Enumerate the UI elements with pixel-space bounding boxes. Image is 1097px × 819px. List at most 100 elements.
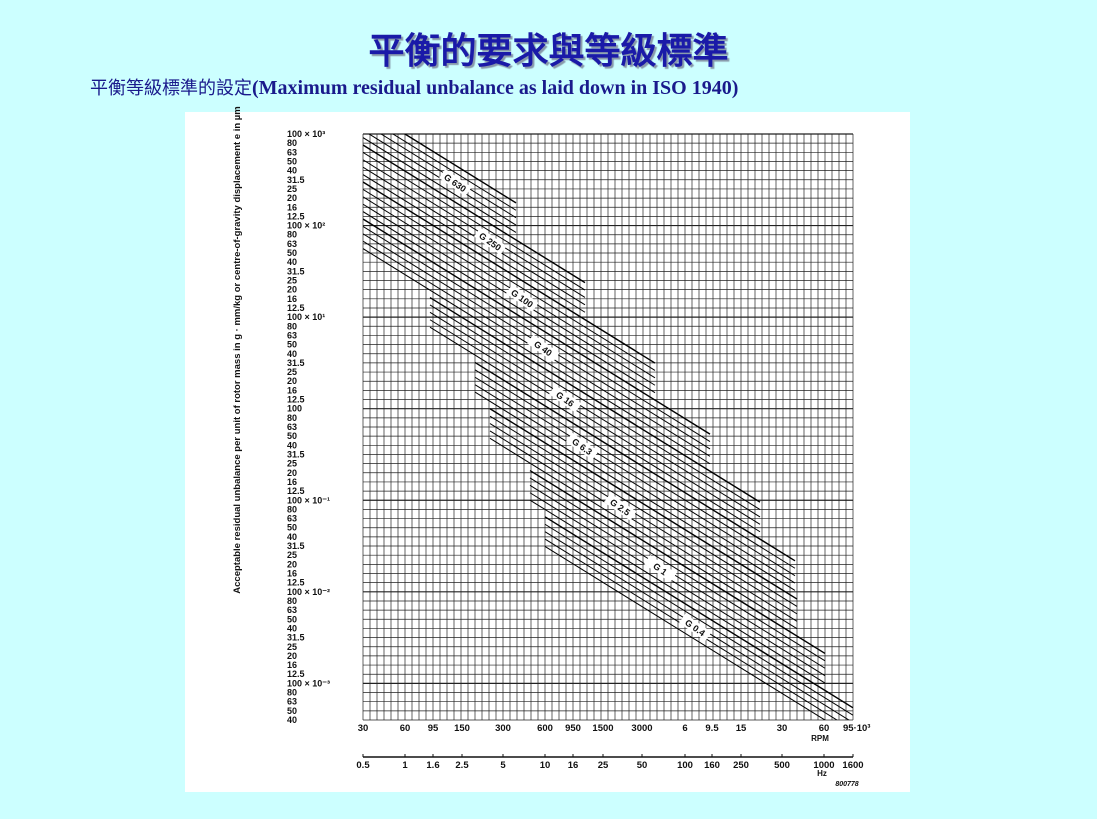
y-tick-label: 50 (287, 340, 297, 350)
hz-tick-label: 5 (500, 760, 506, 771)
y-tick-label: 100 × 10⁻³ (287, 678, 330, 688)
grade-line (363, 137, 517, 233)
hz-tick-label: 50 (637, 760, 648, 771)
grade-line (544, 523, 853, 716)
y-tick-label: 80 (287, 230, 297, 240)
y-tick-label: 25 (287, 642, 297, 652)
grade-line (429, 311, 761, 518)
hz-tick-label: 16 (568, 760, 579, 771)
y-tick-label: 16 (287, 569, 297, 579)
grade-line (529, 469, 826, 655)
y-tick-label: 80 (287, 596, 297, 606)
grade-label-bg (679, 613, 712, 642)
y-tick-label: 40 (287, 623, 297, 633)
grade-label-bg (604, 493, 637, 521)
y-tick-label: 63 (287, 697, 297, 707)
rpm-tick-label: 150 (454, 723, 470, 734)
y-tick-label: 63 (287, 239, 297, 249)
grade-label-bg (644, 555, 677, 583)
rpm-tick-label: 60 (819, 723, 830, 734)
hz-tick-label: 100 (677, 760, 693, 771)
y-tick-label: 50 (287, 248, 297, 258)
grade-line (429, 296, 761, 503)
y-tick-label: 20 (287, 285, 297, 295)
y-tick-label: 63 (287, 422, 297, 432)
y-tick-label: 40 (287, 166, 297, 176)
y-tick-label: 100 × 10³ (287, 129, 325, 139)
y-tick-label: 16 (287, 202, 297, 212)
rpm-tick-label: 95 (428, 723, 439, 734)
grade-line (363, 196, 656, 379)
y-tick-label: 16 (287, 660, 297, 670)
y-tick-label: 25 (287, 550, 297, 560)
y-tick-label: 80 (287, 138, 297, 148)
grade-label-bg (474, 227, 507, 256)
grade-label-bg (439, 168, 472, 197)
y-tick-label: 12.5 (287, 578, 305, 588)
y-tick-label: 31.5 (287, 266, 305, 276)
subtitle-en: (Maximum residual unbalance as laid down… (252, 77, 739, 99)
y-tick-label: 20 (287, 651, 297, 661)
rpm-tick-label: 1500 (592, 723, 613, 734)
y-tick-label: 100 × 10⁻² (287, 587, 330, 597)
hz-tick-label: 10 (540, 760, 551, 771)
y-tick-label: 100 (287, 404, 302, 414)
grade-line (363, 211, 656, 394)
grade-line (429, 319, 761, 525)
y-tick-label: 20 (287, 376, 297, 386)
grade-line (529, 484, 826, 669)
y-tick-label: 20 (287, 193, 297, 203)
hz-tick-label: 250 (733, 760, 749, 771)
hz-tick-label: 1 (402, 760, 408, 771)
grade-line (363, 188, 656, 371)
grade-line (474, 376, 796, 577)
y-tick-label: 80 (287, 688, 297, 698)
grade-line (380, 134, 517, 219)
grade-line (363, 151, 586, 291)
grade-line (529, 492, 826, 677)
rpm-tick-label: 30 (358, 723, 369, 734)
y-tick-label: 63 (287, 514, 297, 524)
y-tick-label: 40 (287, 349, 297, 359)
hz-label: Hz (817, 769, 827, 778)
y-tick-label: 50 (287, 614, 297, 624)
y-tick-label: 40 (287, 532, 297, 542)
hz-tick-label: 1.6 (426, 760, 439, 771)
y-tick-label: 16 (287, 385, 297, 395)
grade-line (363, 144, 586, 284)
grade-line (363, 218, 711, 435)
y-tick-label: 50 (287, 431, 297, 441)
subtitle-zh: 平衡等級標準的設定 (90, 78, 252, 98)
y-tick-label: 63 (287, 605, 297, 615)
y-tick-label: 100 × 10⁻¹ (287, 495, 330, 505)
grade-line (363, 225, 711, 442)
rpm-tick-label: 3000 (631, 723, 652, 734)
grade-line (363, 181, 656, 364)
grade-line (489, 415, 798, 607)
rpm-tick-label: 300 (495, 723, 511, 734)
grade-line (474, 391, 796, 591)
hz-tick-label: 1000 (813, 760, 834, 771)
y-tick-label: 20 (287, 559, 297, 569)
y-tick-label: 31.5 (287, 633, 305, 643)
grade-line (429, 304, 761, 510)
y-tick-label: 63 (287, 330, 297, 340)
grade-line (429, 326, 761, 533)
y-tick-label: 31.5 (287, 541, 305, 551)
y-tick-label: 25 (287, 276, 297, 286)
rpm-tick-label: 600 (537, 723, 553, 734)
y-tick-label: 80 (287, 413, 297, 423)
y-tick-label: 12.5 (287, 303, 305, 313)
rpm-tick-label: 6 (682, 723, 687, 734)
y-tick-label: 40 (287, 715, 297, 725)
hz-tick-label: 0.5 (356, 760, 370, 771)
y-tick-label: 80 (287, 504, 297, 514)
y-tick-label: 31.5 (287, 449, 305, 459)
y-tick-label: 40 (287, 257, 297, 267)
y-tick-label: 16 (287, 477, 297, 487)
y-tick-label: 50 (287, 156, 297, 166)
rpm-tick-label: 60 (400, 723, 411, 734)
grade-line (403, 134, 517, 204)
y-tick-label: 12.5 (287, 486, 305, 496)
